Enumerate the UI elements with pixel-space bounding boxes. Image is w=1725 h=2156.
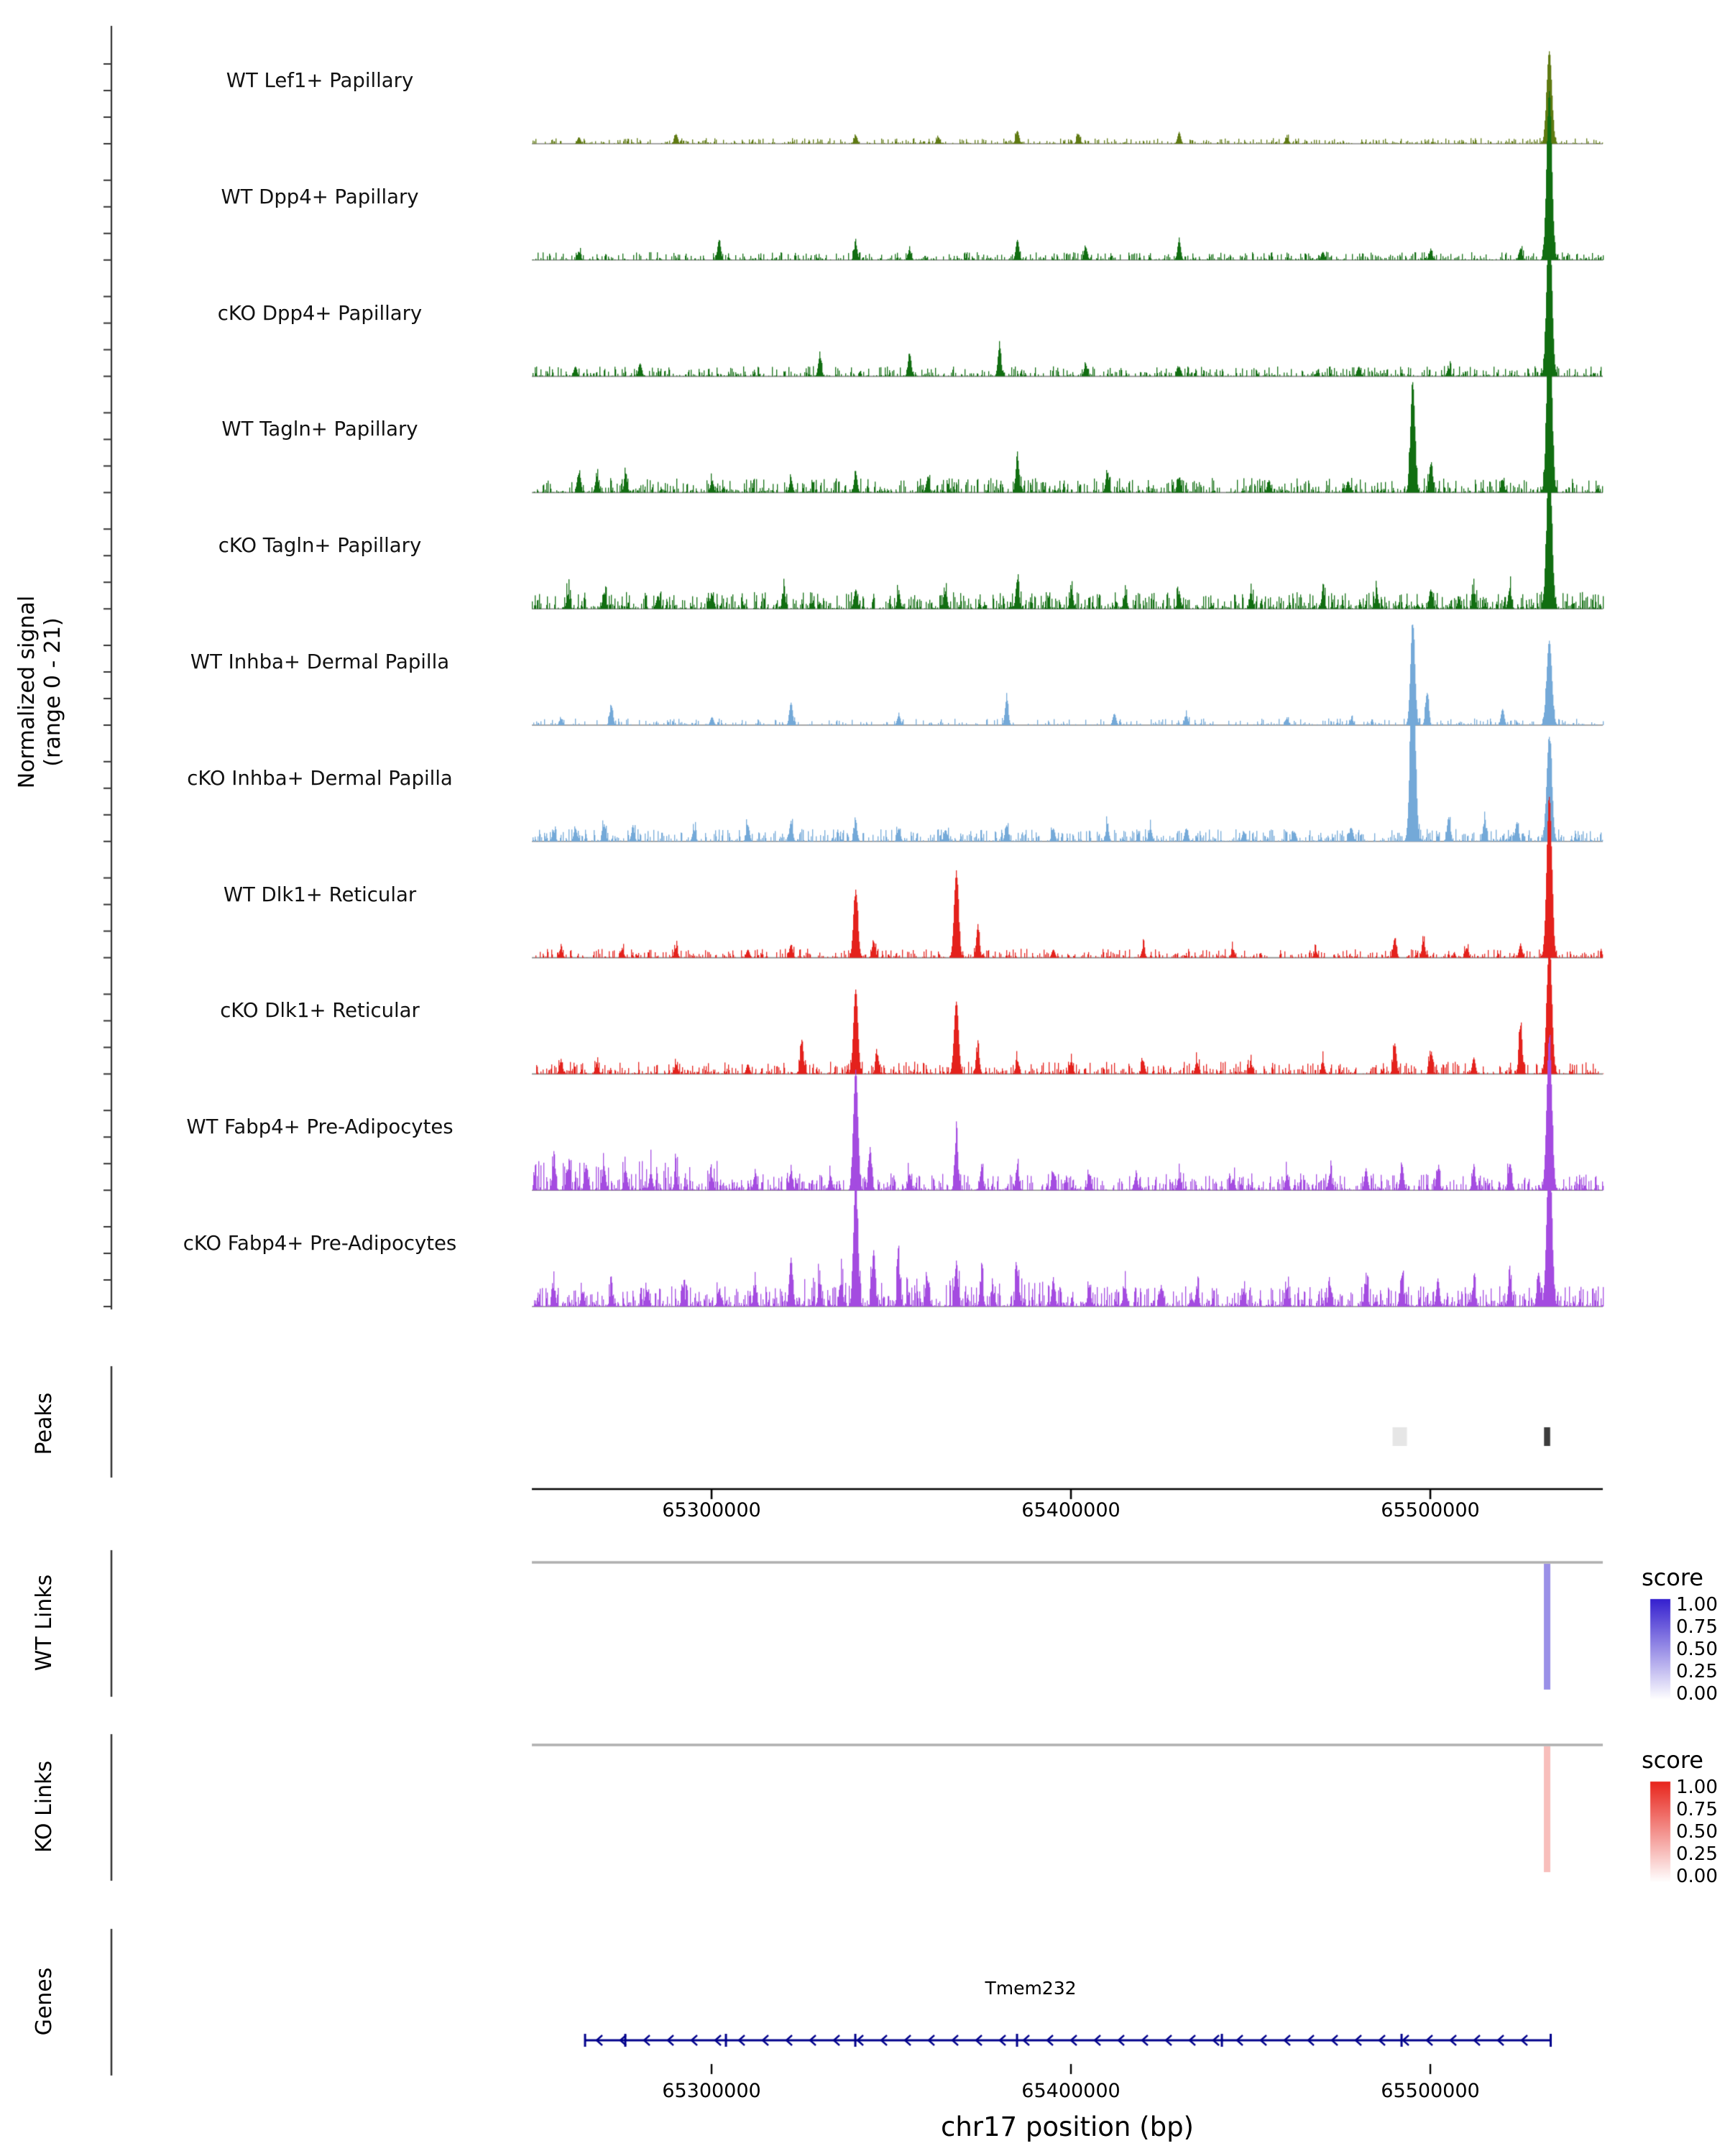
- x-axis-top-tick-label: 65300000: [662, 1499, 761, 1521]
- signal-track-label-1: WT Lef1+ Papillary: [226, 69, 414, 92]
- score-legend-tick-label: 1.00: [1676, 1594, 1718, 1616]
- x-axis-bottom-tick-label: 65500000: [1381, 2080, 1480, 2102]
- signal-track-label-7: cKO Inhba+ Dermal Papilla: [187, 766, 453, 790]
- section-label-genes: Genes: [32, 1967, 57, 2036]
- score-legend-tick-label: 0.75: [1676, 1616, 1718, 1638]
- section-label-ko-links: KO Links: [32, 1760, 57, 1853]
- x-axis-bottom-tick-label: 65400000: [1021, 2080, 1121, 2102]
- score-legend-tick-label: 0.00: [1676, 1866, 1718, 1887]
- x-axis-title: chr17 position (bp): [940, 2111, 1194, 2142]
- score-legend-tick-label: 0.00: [1676, 1683, 1718, 1705]
- score-legend-tick-label: 1.00: [1676, 1777, 1718, 1798]
- section-label-wt-links: WT Links: [32, 1574, 57, 1672]
- score-legend-tick-label: 0.50: [1676, 1639, 1718, 1660]
- signal-track-label-9: cKO Dlk1+ Reticular: [220, 999, 420, 1023]
- wt-score-legend-title: score: [1642, 1564, 1703, 1591]
- signal-track-label-6: WT Inhba+ Dermal Papilla: [190, 650, 450, 673]
- score-legend-tick-label: 0.25: [1676, 1843, 1718, 1865]
- signal-track-label-11: cKO Fabp4+ Pre-Adipocytes: [183, 1232, 457, 1255]
- x-axis-top-tick-label: 65500000: [1381, 1499, 1480, 1521]
- signal-track-label-5: cKO Tagln+ Papillary: [218, 534, 422, 558]
- signal-track-label-3: cKO Dpp4+ Papillary: [217, 301, 423, 325]
- y-axis-label: Normalized signal (range 0 - 21): [14, 595, 65, 789]
- signal-track-label-2: WT Dpp4+ Papillary: [221, 185, 419, 208]
- signal-track-label-4: WT Tagln+ Papillary: [221, 418, 418, 441]
- ko-score-legend-title: score: [1642, 1746, 1703, 1774]
- x-axis-top-tick-label: 65400000: [1021, 1499, 1121, 1521]
- signal-track-label-8: WT Dlk1+ Reticular: [223, 883, 417, 906]
- x-axis-bottom-tick-label: 65300000: [662, 2080, 761, 2102]
- score-legend-tick-label: 0.75: [1676, 1799, 1718, 1820]
- section-label-peaks: Peaks: [32, 1392, 57, 1455]
- gene-name-label: Tmem232: [985, 1978, 1077, 1999]
- score-legend-tick-label: 0.25: [1676, 1661, 1718, 1682]
- signal-track-label-10: WT Fabp4+ Pre-Adipocytes: [186, 1115, 454, 1139]
- score-legend-tick-label: 0.50: [1676, 1821, 1718, 1843]
